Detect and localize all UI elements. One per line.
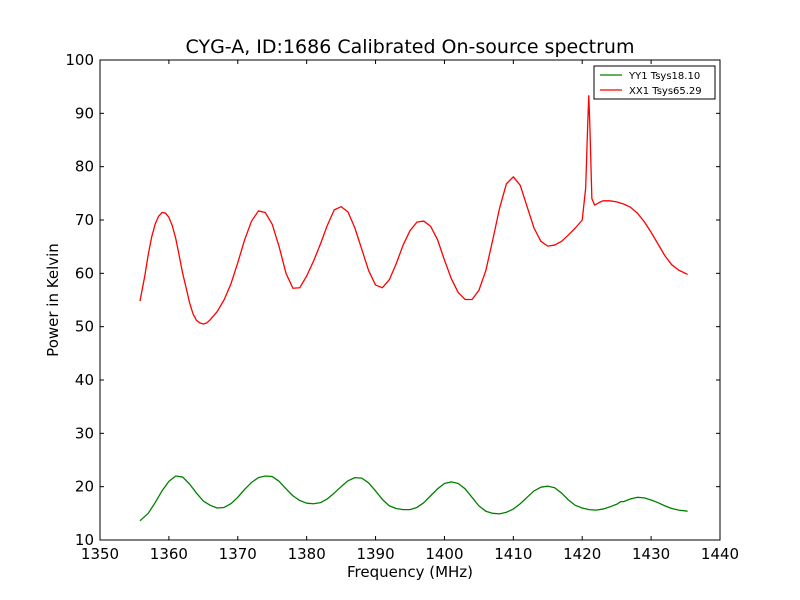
- y-tick-label: 20: [75, 478, 94, 496]
- y-tick-label: 90: [75, 104, 94, 122]
- x-axis-label: Frequency (MHz): [347, 563, 473, 581]
- x-tick-label: 1360: [150, 545, 188, 563]
- x-tick-label: 1370: [219, 545, 257, 563]
- chart-title: CYG-A, ID:1686 Calibrated On-source spec…: [186, 36, 635, 58]
- x-tick-label: 1400: [425, 545, 463, 563]
- y-tick-label: 30: [75, 424, 94, 442]
- y-tick-label: 10: [75, 531, 94, 549]
- y-tick-label: 100: [65, 51, 94, 69]
- legend-label-0: YY1 Tsys18.10: [628, 71, 700, 82]
- y-tick-label: 40: [75, 371, 94, 389]
- series-line-0: [139, 475, 688, 522]
- x-tick-label: 1410: [494, 545, 532, 563]
- y-tick-label: 50: [75, 318, 94, 336]
- y-axis-label: Power in Kelvin: [44, 243, 62, 357]
- series-line-1: [139, 95, 688, 325]
- x-tick-label: 1430: [632, 545, 670, 563]
- legend: YY1 Tsys18.10 XX1 Tsys65.29: [593, 65, 716, 100]
- y-tick-label: 70: [75, 211, 94, 229]
- y-tick-label: 60: [75, 264, 94, 282]
- x-tick-label: 1390: [356, 545, 394, 563]
- legend-label-1: XX1 Tsys65.29: [629, 86, 702, 97]
- x-tick-label: 1380: [288, 545, 326, 563]
- legend-box: [593, 65, 716, 100]
- plot-frame: [99, 59, 721, 541]
- y-tick-label: 80: [75, 158, 94, 176]
- x-tick-label: 1440: [701, 545, 739, 563]
- x-tick-label: 1420: [563, 545, 601, 563]
- plot-area: 1350 1360 1370 1380 1390 1400 1410 1420 1430 1440…: [65, 51, 739, 563]
- x-tick-label: 1350: [81, 545, 119, 563]
